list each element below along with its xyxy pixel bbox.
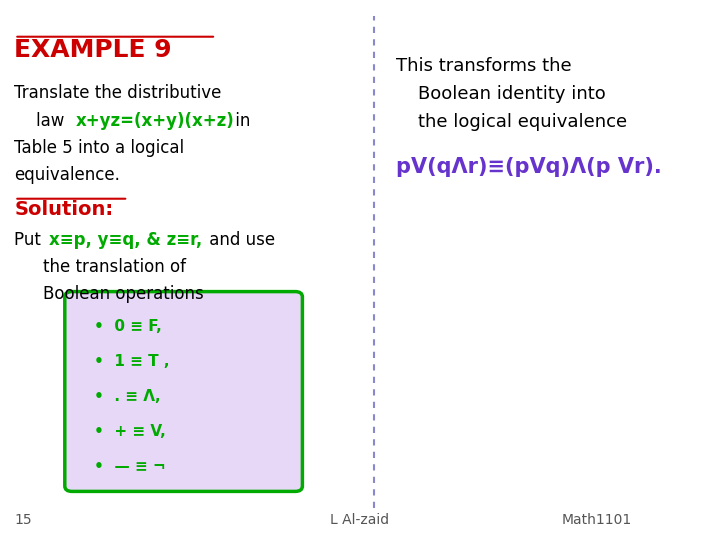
Text: •  — ≡ ¬: • — ≡ ¬ (94, 459, 166, 474)
Text: and use: and use (204, 231, 275, 249)
Text: L Al-zaid: L Al-zaid (330, 512, 390, 526)
FancyBboxPatch shape (65, 292, 302, 491)
Text: This transforms the: This transforms the (396, 57, 572, 75)
Text: law: law (36, 112, 70, 130)
Text: 15: 15 (14, 512, 32, 526)
Text: the logical equivalence: the logical equivalence (418, 113, 626, 131)
Text: Translate the distributive: Translate the distributive (14, 84, 222, 102)
Text: Boolean operations: Boolean operations (43, 285, 204, 303)
Text: Put: Put (14, 231, 47, 249)
Text: the translation of: the translation of (43, 258, 186, 276)
Text: equivalence.: equivalence. (14, 166, 120, 184)
Text: Math1101: Math1101 (562, 512, 632, 526)
Text: EXAMPLE 9: EXAMPLE 9 (14, 38, 172, 62)
Text: x≡p, y≡q, & z≡r,: x≡p, y≡q, & z≡r, (49, 231, 202, 249)
Text: Table 5 into a logical: Table 5 into a logical (14, 139, 184, 157)
Text: Solution:: Solution: (14, 200, 114, 219)
Text: x+yz=(x+y)(x+z): x+yz=(x+y)(x+z) (76, 112, 234, 130)
Text: •  0 ≡ F,: • 0 ≡ F, (94, 319, 161, 334)
Text: pV(qΛr)≡(pVq)Λ(p Vr).: pV(qΛr)≡(pVq)Λ(p Vr). (396, 157, 662, 177)
Text: in: in (230, 112, 251, 130)
Text: •  1 ≡ T ,: • 1 ≡ T , (94, 354, 169, 369)
Text: •  . ≡ Λ,: • . ≡ Λ, (94, 389, 161, 404)
Text: Boolean identity into: Boolean identity into (418, 85, 606, 103)
Text: •  + ≡ V,: • + ≡ V, (94, 424, 166, 439)
